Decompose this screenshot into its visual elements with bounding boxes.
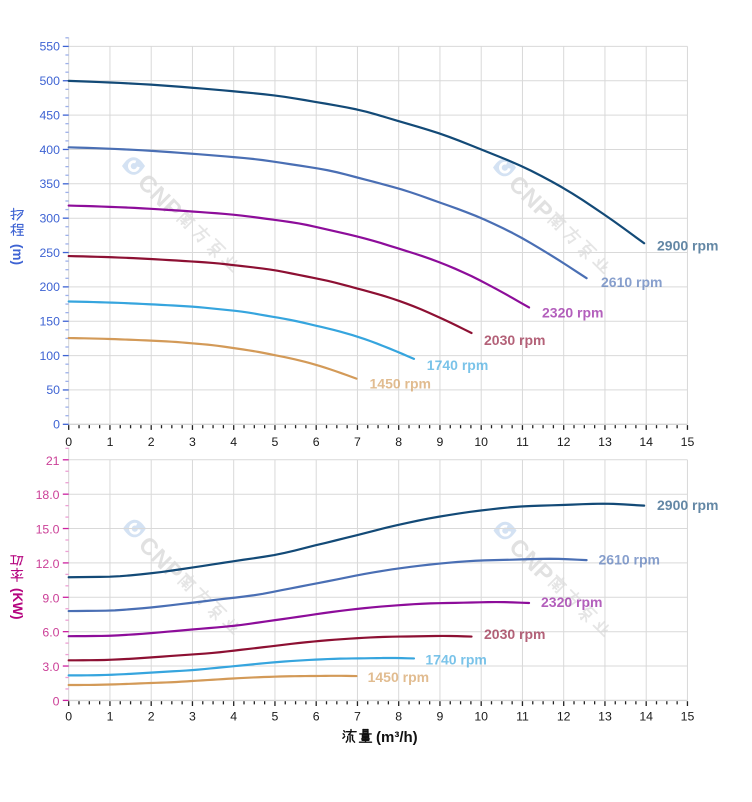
svg-text:6: 6 — [313, 435, 320, 449]
svg-text:50: 50 — [46, 383, 60, 397]
svg-text:2030 rpm: 2030 rpm — [484, 626, 545, 642]
svg-text:14: 14 — [639, 435, 653, 449]
svg-text:2: 2 — [148, 435, 155, 449]
svg-text:5: 5 — [271, 710, 278, 724]
svg-text:10: 10 — [474, 435, 488, 449]
svg-text:1450 rpm: 1450 rpm — [368, 669, 429, 685]
svg-text:1740 rpm: 1740 rpm — [427, 357, 488, 373]
svg-text:2030 rpm: 2030 rpm — [484, 332, 545, 348]
svg-text:450: 450 — [39, 108, 60, 122]
svg-text:11: 11 — [516, 710, 529, 724]
svg-text:10: 10 — [474, 710, 488, 724]
svg-text:(m): (m) — [10, 244, 25, 265]
svg-text:550: 550 — [39, 40, 60, 54]
svg-text:12: 12 — [557, 435, 571, 449]
svg-text:6.0: 6.0 — [42, 626, 59, 640]
svg-text:9: 9 — [436, 435, 443, 449]
svg-text:3: 3 — [189, 710, 196, 724]
svg-text:8: 8 — [395, 435, 402, 449]
svg-text:7: 7 — [354, 435, 361, 449]
svg-text:2900 rpm: 2900 rpm — [657, 237, 718, 253]
svg-text:200: 200 — [39, 280, 60, 294]
svg-text:0: 0 — [65, 435, 72, 449]
svg-text:4: 4 — [230, 435, 237, 449]
svg-text:1: 1 — [107, 710, 114, 724]
svg-text:300: 300 — [39, 212, 60, 226]
svg-text:15: 15 — [681, 710, 695, 724]
svg-text:0: 0 — [65, 710, 72, 724]
svg-text:0: 0 — [53, 418, 60, 432]
svg-text:18.0: 18.0 — [36, 488, 60, 502]
svg-text:6: 6 — [313, 710, 320, 724]
svg-text:1: 1 — [107, 435, 114, 449]
svg-text:500: 500 — [39, 74, 60, 88]
svg-text:2610 rpm: 2610 rpm — [601, 274, 662, 290]
svg-text:2900 rpm: 2900 rpm — [657, 497, 718, 513]
svg-text:(m³/h): (m³/h) — [376, 729, 418, 746]
svg-text:2320 rpm: 2320 rpm — [542, 305, 603, 321]
svg-text:8: 8 — [395, 710, 402, 724]
svg-text:1740 rpm: 1740 rpm — [425, 651, 486, 667]
svg-text:9.0: 9.0 — [42, 591, 59, 605]
svg-text:9: 9 — [436, 710, 443, 724]
svg-text:400: 400 — [39, 143, 60, 157]
svg-text:12: 12 — [557, 710, 571, 724]
svg-text:3: 3 — [189, 435, 196, 449]
svg-text:250: 250 — [39, 246, 60, 260]
svg-text:0: 0 — [53, 694, 60, 708]
svg-text:13: 13 — [598, 710, 612, 724]
svg-text:14: 14 — [639, 710, 653, 724]
svg-text:1450 rpm: 1450 rpm — [370, 376, 431, 392]
svg-text:15.0: 15.0 — [36, 523, 60, 537]
svg-text:15: 15 — [681, 435, 695, 449]
svg-text:3.0: 3.0 — [42, 660, 59, 674]
svg-text:11: 11 — [516, 435, 529, 449]
svg-text:100: 100 — [39, 349, 60, 363]
svg-text:21: 21 — [46, 454, 60, 468]
svg-text:4: 4 — [230, 710, 237, 724]
svg-text:12.0: 12.0 — [36, 557, 60, 571]
svg-text:2: 2 — [148, 710, 155, 724]
svg-text:2610 rpm: 2610 rpm — [599, 551, 660, 567]
svg-text:(KW): (KW) — [10, 588, 25, 619]
svg-text:350: 350 — [39, 177, 60, 191]
svg-text:150: 150 — [39, 315, 60, 329]
svg-text:2320 rpm: 2320 rpm — [541, 594, 602, 610]
svg-text:7: 7 — [354, 710, 361, 724]
svg-text:5: 5 — [271, 435, 278, 449]
svg-text:13: 13 — [598, 435, 612, 449]
